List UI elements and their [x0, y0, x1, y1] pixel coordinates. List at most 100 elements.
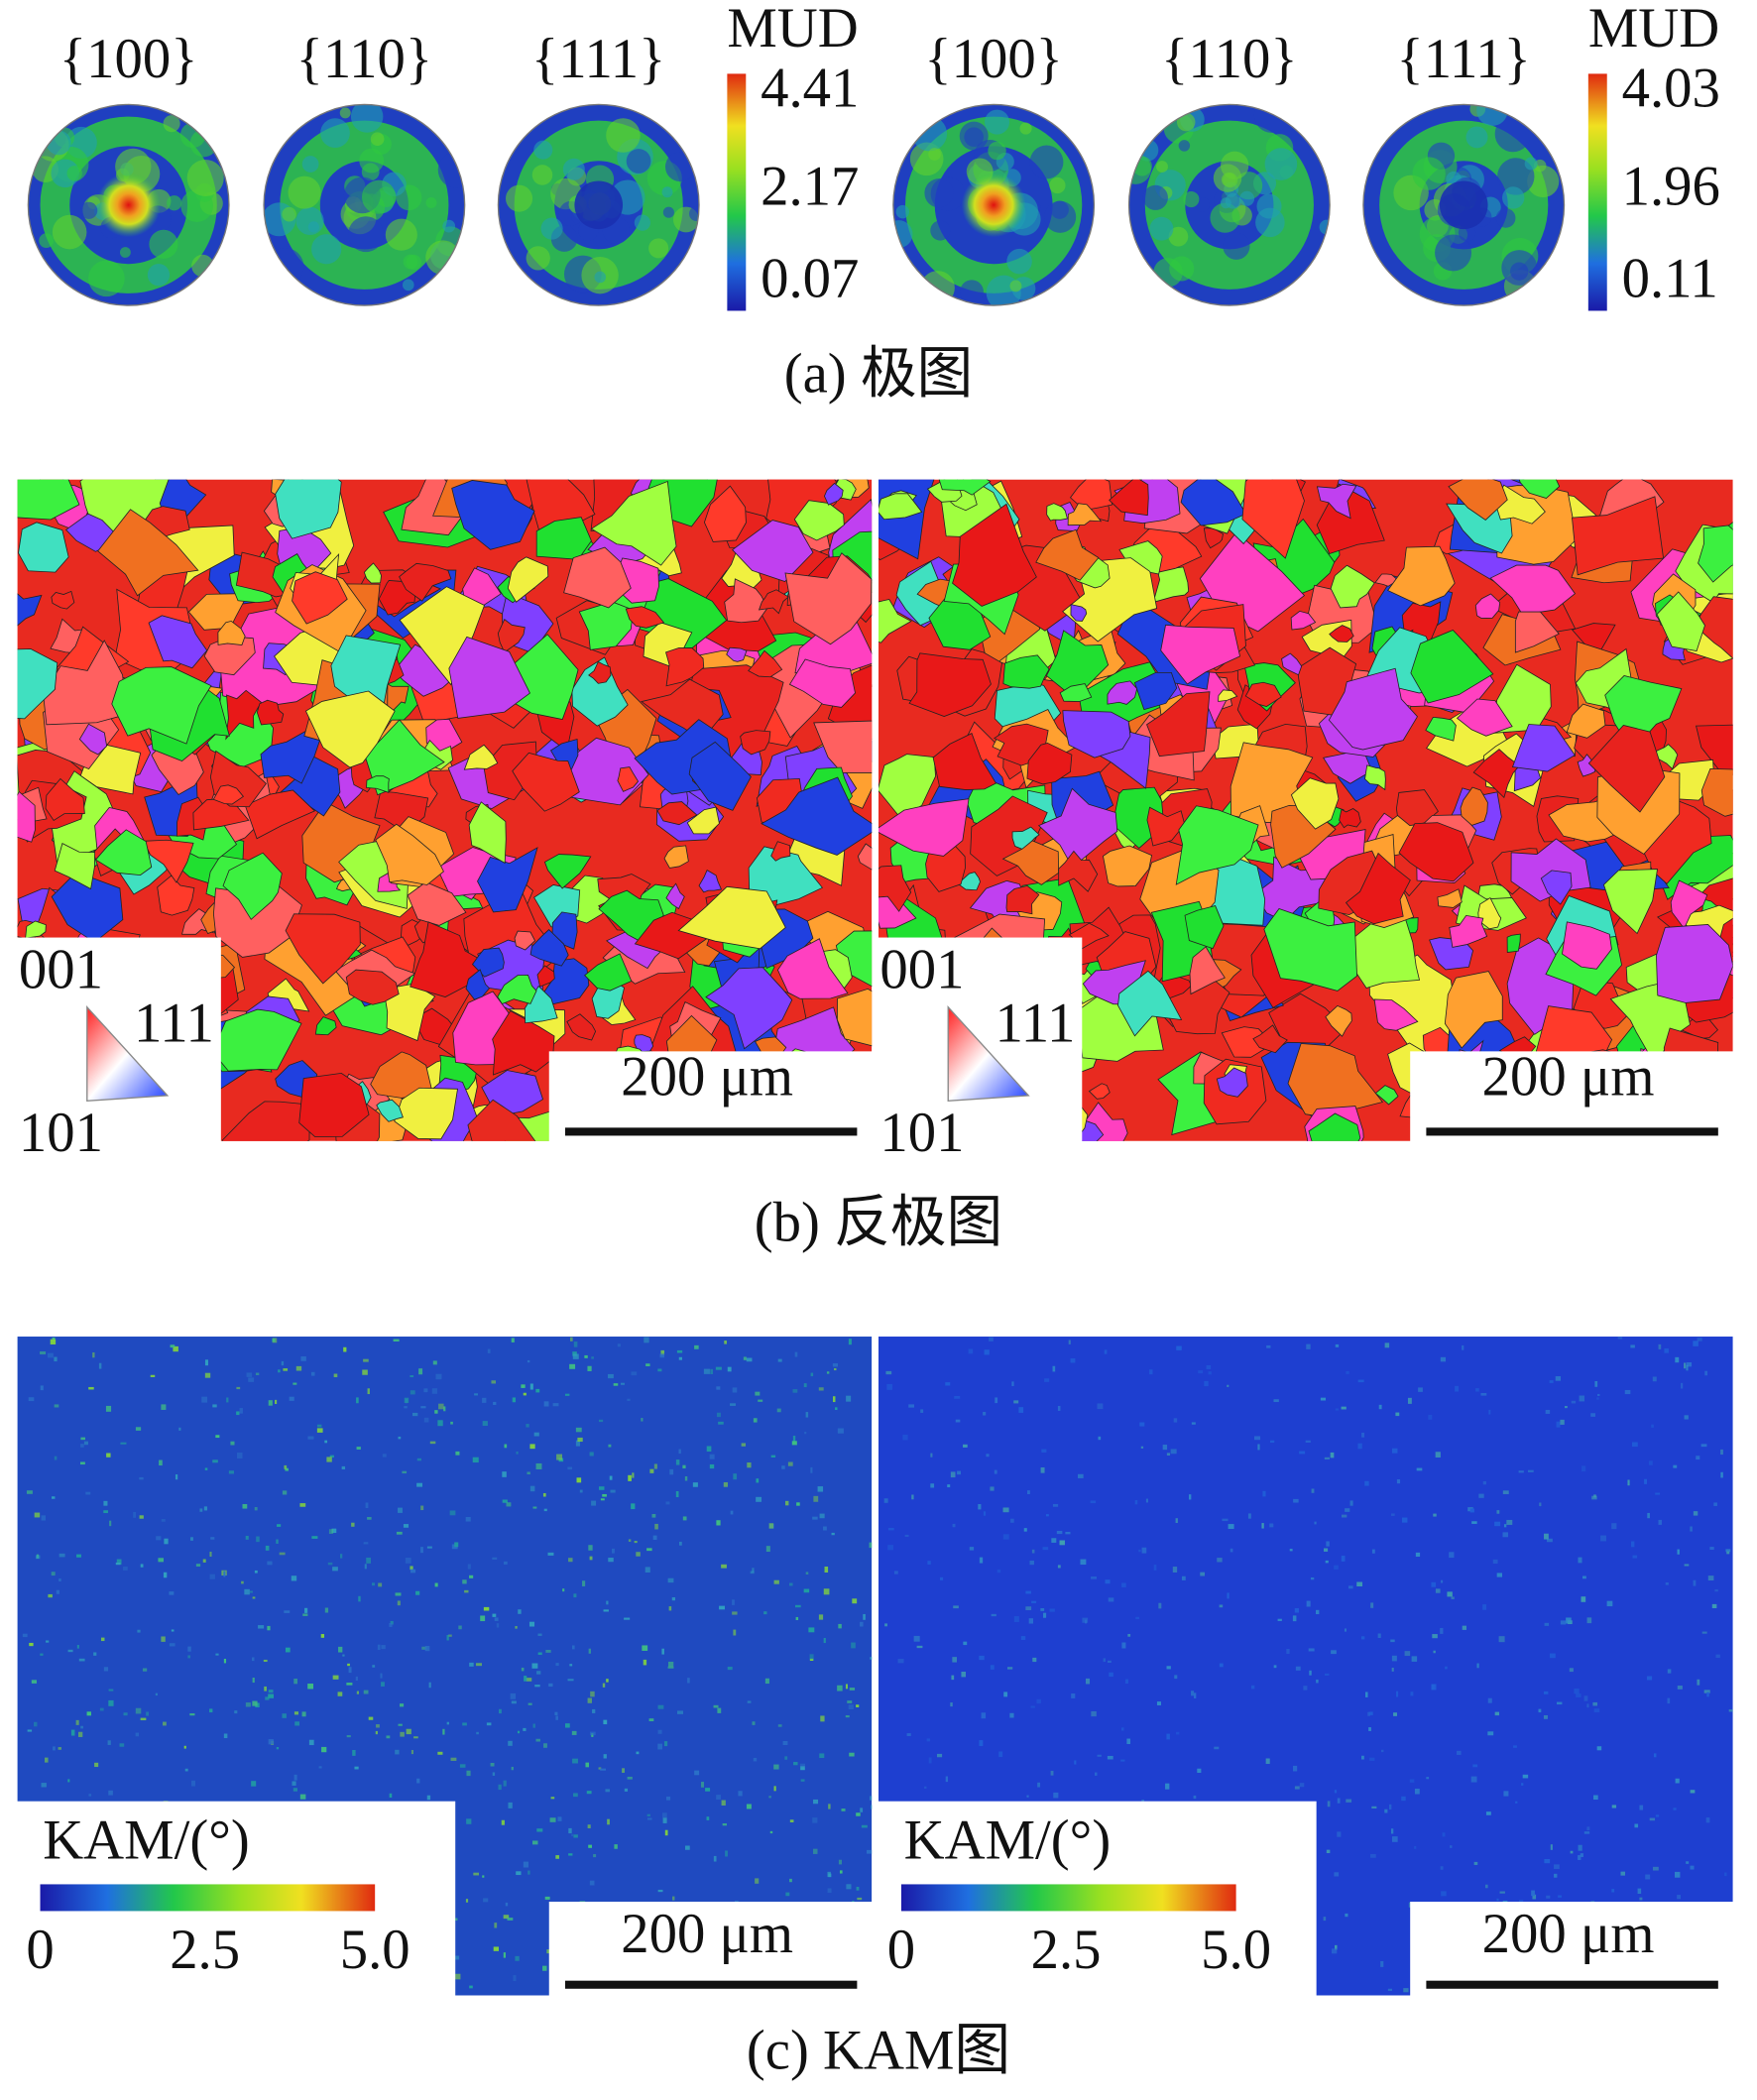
kam-speckle [1480, 1392, 1487, 1396]
kam-speckle [245, 1535, 249, 1540]
kam-speckle [1502, 1532, 1508, 1538]
kam-speckle [567, 1466, 573, 1470]
kam-speckle [550, 1797, 555, 1800]
kam-speckle [446, 1721, 449, 1725]
kam-speckle [241, 1580, 244, 1584]
pole-figure-blob [1412, 157, 1446, 190]
kam-speckle [785, 1892, 790, 1897]
pole-figure-blob [311, 234, 342, 265]
kam-speckle [465, 1516, 471, 1522]
grain [1046, 503, 1068, 522]
grain [788, 658, 856, 708]
kam-speckle [354, 1766, 359, 1770]
kam-speckle [472, 1457, 479, 1463]
grain [410, 921, 488, 997]
grain [1180, 479, 1247, 526]
grain [345, 969, 400, 1005]
pole-figure-center [574, 180, 624, 230]
kam-speckle [979, 1655, 985, 1661]
kam-speckle [513, 1975, 517, 1982]
kam-speckle [467, 1564, 471, 1570]
kam-speckle [398, 1436, 402, 1440]
kam-speckle [1348, 1585, 1353, 1589]
grain [758, 589, 789, 615]
grain [1290, 610, 1317, 631]
kam-speckle [1107, 1755, 1113, 1760]
kam-speckle [794, 1351, 798, 1357]
kam-speckle [1165, 1783, 1170, 1790]
kam-speckle [998, 1751, 1003, 1758]
pole-figure-blob [437, 152, 465, 188]
kam-speckle [535, 1388, 540, 1393]
grain [836, 988, 873, 1047]
kam-speckle [328, 1529, 334, 1535]
kam-speckle [653, 1463, 657, 1469]
kam-speckle [255, 1372, 260, 1376]
kam-speckle [178, 1427, 181, 1431]
kam-speckle [140, 1717, 147, 1721]
kam-speckle [795, 1604, 801, 1608]
kam-speckle [223, 1659, 227, 1664]
kam-speckle [1543, 1691, 1549, 1694]
kam-speckle [1002, 1534, 1009, 1540]
kam-speckle [1564, 1406, 1568, 1409]
kam-speckle [1390, 1639, 1395, 1643]
kam-speckle [1677, 1686, 1683, 1690]
kam-speckle [694, 1344, 699, 1349]
kam-speckle [474, 1393, 479, 1396]
kam-speckle [969, 1547, 975, 1551]
grain [732, 520, 814, 583]
kam-speckle [94, 1762, 99, 1768]
kam-speckle [1018, 1407, 1024, 1413]
kam-speckle [277, 1524, 282, 1527]
kam-speckle [1554, 1864, 1560, 1869]
kam-speckle [667, 1666, 674, 1669]
kam-speckle [523, 1861, 529, 1868]
pole-figure-blob [320, 118, 350, 149]
kam-speckle [764, 1678, 769, 1685]
grain [1562, 921, 1612, 970]
kam-speckle [537, 1652, 542, 1656]
grain [1477, 896, 1502, 930]
pole-figure-blob [1009, 280, 1022, 292]
pole-figure [1128, 104, 1331, 306]
kam-speckle [523, 1392, 527, 1396]
kam-speckle [1057, 1405, 1061, 1411]
grain [1107, 680, 1138, 705]
kam-speckle [1269, 1523, 1274, 1528]
kam-speckle [293, 1678, 298, 1685]
kam-speckle [1166, 1666, 1171, 1670]
kam-speckle [1649, 1817, 1656, 1821]
kam-speckle [945, 1776, 949, 1783]
kam-speckle [1324, 1457, 1330, 1459]
grain [1146, 806, 1186, 847]
kam-speckle [204, 1372, 211, 1378]
grain [1067, 503, 1103, 526]
grain [1070, 604, 1088, 622]
pole-figure-blob [1264, 148, 1298, 180]
kam-speckle [480, 1615, 486, 1622]
kam-speckle [1624, 1389, 1631, 1395]
kam-speckle [544, 1896, 550, 1900]
kam-speckle [545, 1650, 551, 1653]
grain [1133, 671, 1178, 711]
kam-speckle [1360, 1755, 1364, 1760]
kam-speckle [324, 1440, 328, 1444]
kam-speckle [1606, 1600, 1613, 1607]
kam-speckle [718, 1421, 724, 1425]
kam-speckle [76, 1644, 79, 1649]
kam-speckle [611, 1548, 615, 1554]
kam-speckle [1414, 1845, 1417, 1849]
kam-speckle [1631, 1442, 1638, 1448]
kam-speckle [1391, 1667, 1394, 1672]
pole-figure-blob [964, 127, 984, 148]
kam-speckle [823, 1638, 826, 1644]
kam-speckle [1162, 1445, 1168, 1451]
kam-speckle [1407, 1397, 1412, 1404]
kam-speckle [263, 1659, 268, 1663]
kam-speckle [1370, 1853, 1376, 1858]
kam-speckle [1611, 1523, 1617, 1530]
kam-speckle [45, 1640, 50, 1643]
kam-speckle [1499, 1891, 1505, 1894]
kam-speckle [799, 1763, 805, 1768]
